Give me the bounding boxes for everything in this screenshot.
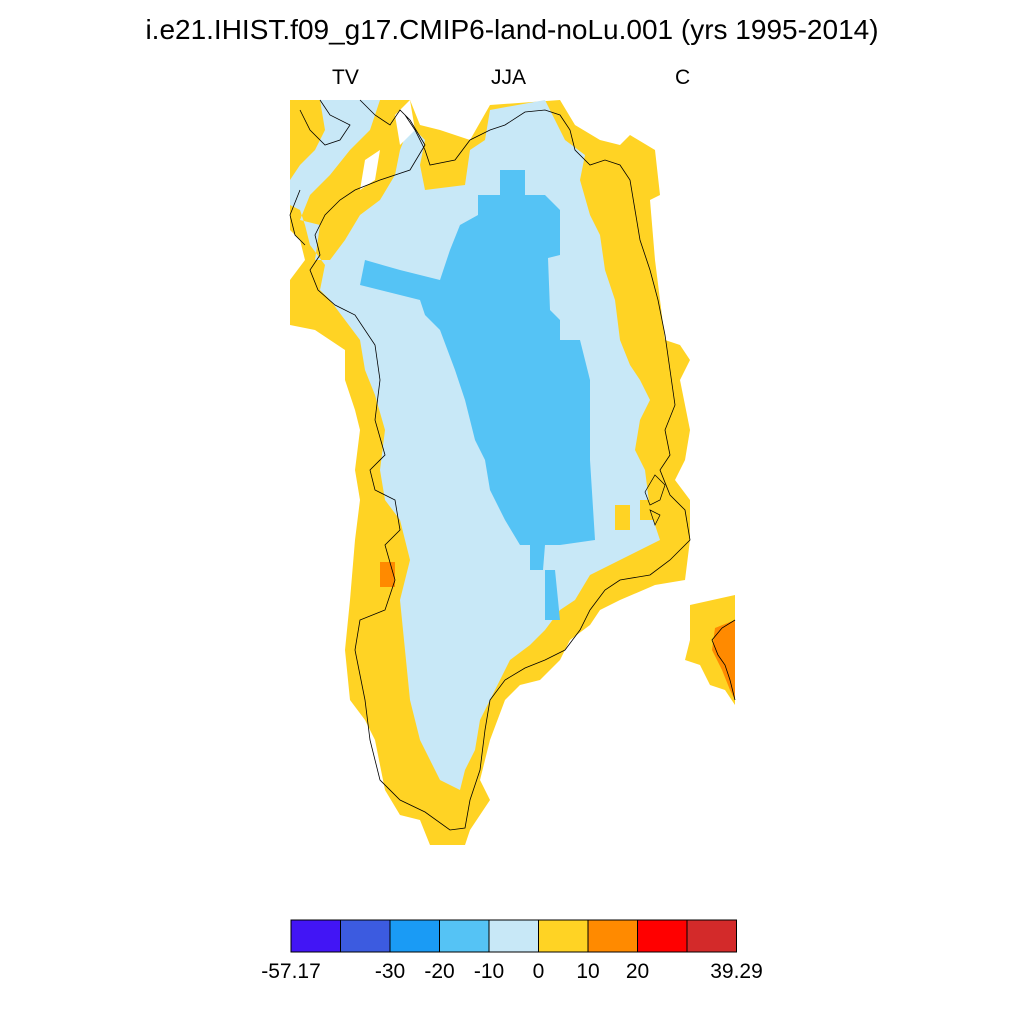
map-cell-orange-west (380, 562, 395, 587)
map-patch-east (615, 505, 630, 530)
subtitle-variable: TV (332, 66, 359, 89)
colorbar-swatch (538, 919, 589, 953)
colorbar-tick-label: 20 (625, 960, 650, 983)
colorbar-swatch (488, 919, 539, 953)
colorbar (290, 919, 737, 953)
colorbar-swatch (439, 919, 490, 953)
colorbar-swatch (290, 919, 341, 953)
map-coastline-iceland (711, 619, 736, 701)
colorbar-tick-label: -30 (374, 960, 406, 983)
colorbar-tick-label: 10 (576, 960, 600, 983)
subtitle-units: C (675, 66, 691, 89)
colorbar-tick-label: -20 (424, 960, 455, 983)
map-island-outline (644, 474, 666, 526)
subtitle-season: JJA (491, 66, 527, 89)
map-iceland (685, 595, 735, 705)
colorbar-swatch (587, 919, 638, 953)
map-gap-northwest (360, 150, 380, 190)
colorbar-swatch (340, 919, 391, 953)
map-patch-west (365, 510, 380, 525)
map-coastline-greenland (289, 99, 691, 831)
colorbar-swatch (389, 919, 440, 953)
colorbar-tick-label: -10 (473, 960, 505, 983)
colorbar-tick-label: 39.29 (710, 960, 763, 983)
map-patch-east-2 (640, 500, 655, 520)
colorbar-swatch (637, 919, 688, 953)
colorbar-tick-label: -57.17 (261, 960, 321, 983)
map-region-light-blue (360, 170, 595, 620)
map-title: i.e21.IHIST.f09_g17.CMIP6-land-noLu.001 … (145, 14, 879, 45)
map-iceland-orange (712, 620, 735, 700)
map-gap-north (395, 100, 415, 145)
colorbar-tick-label: 0 (532, 960, 545, 983)
colorbar-swatch (686, 919, 737, 953)
